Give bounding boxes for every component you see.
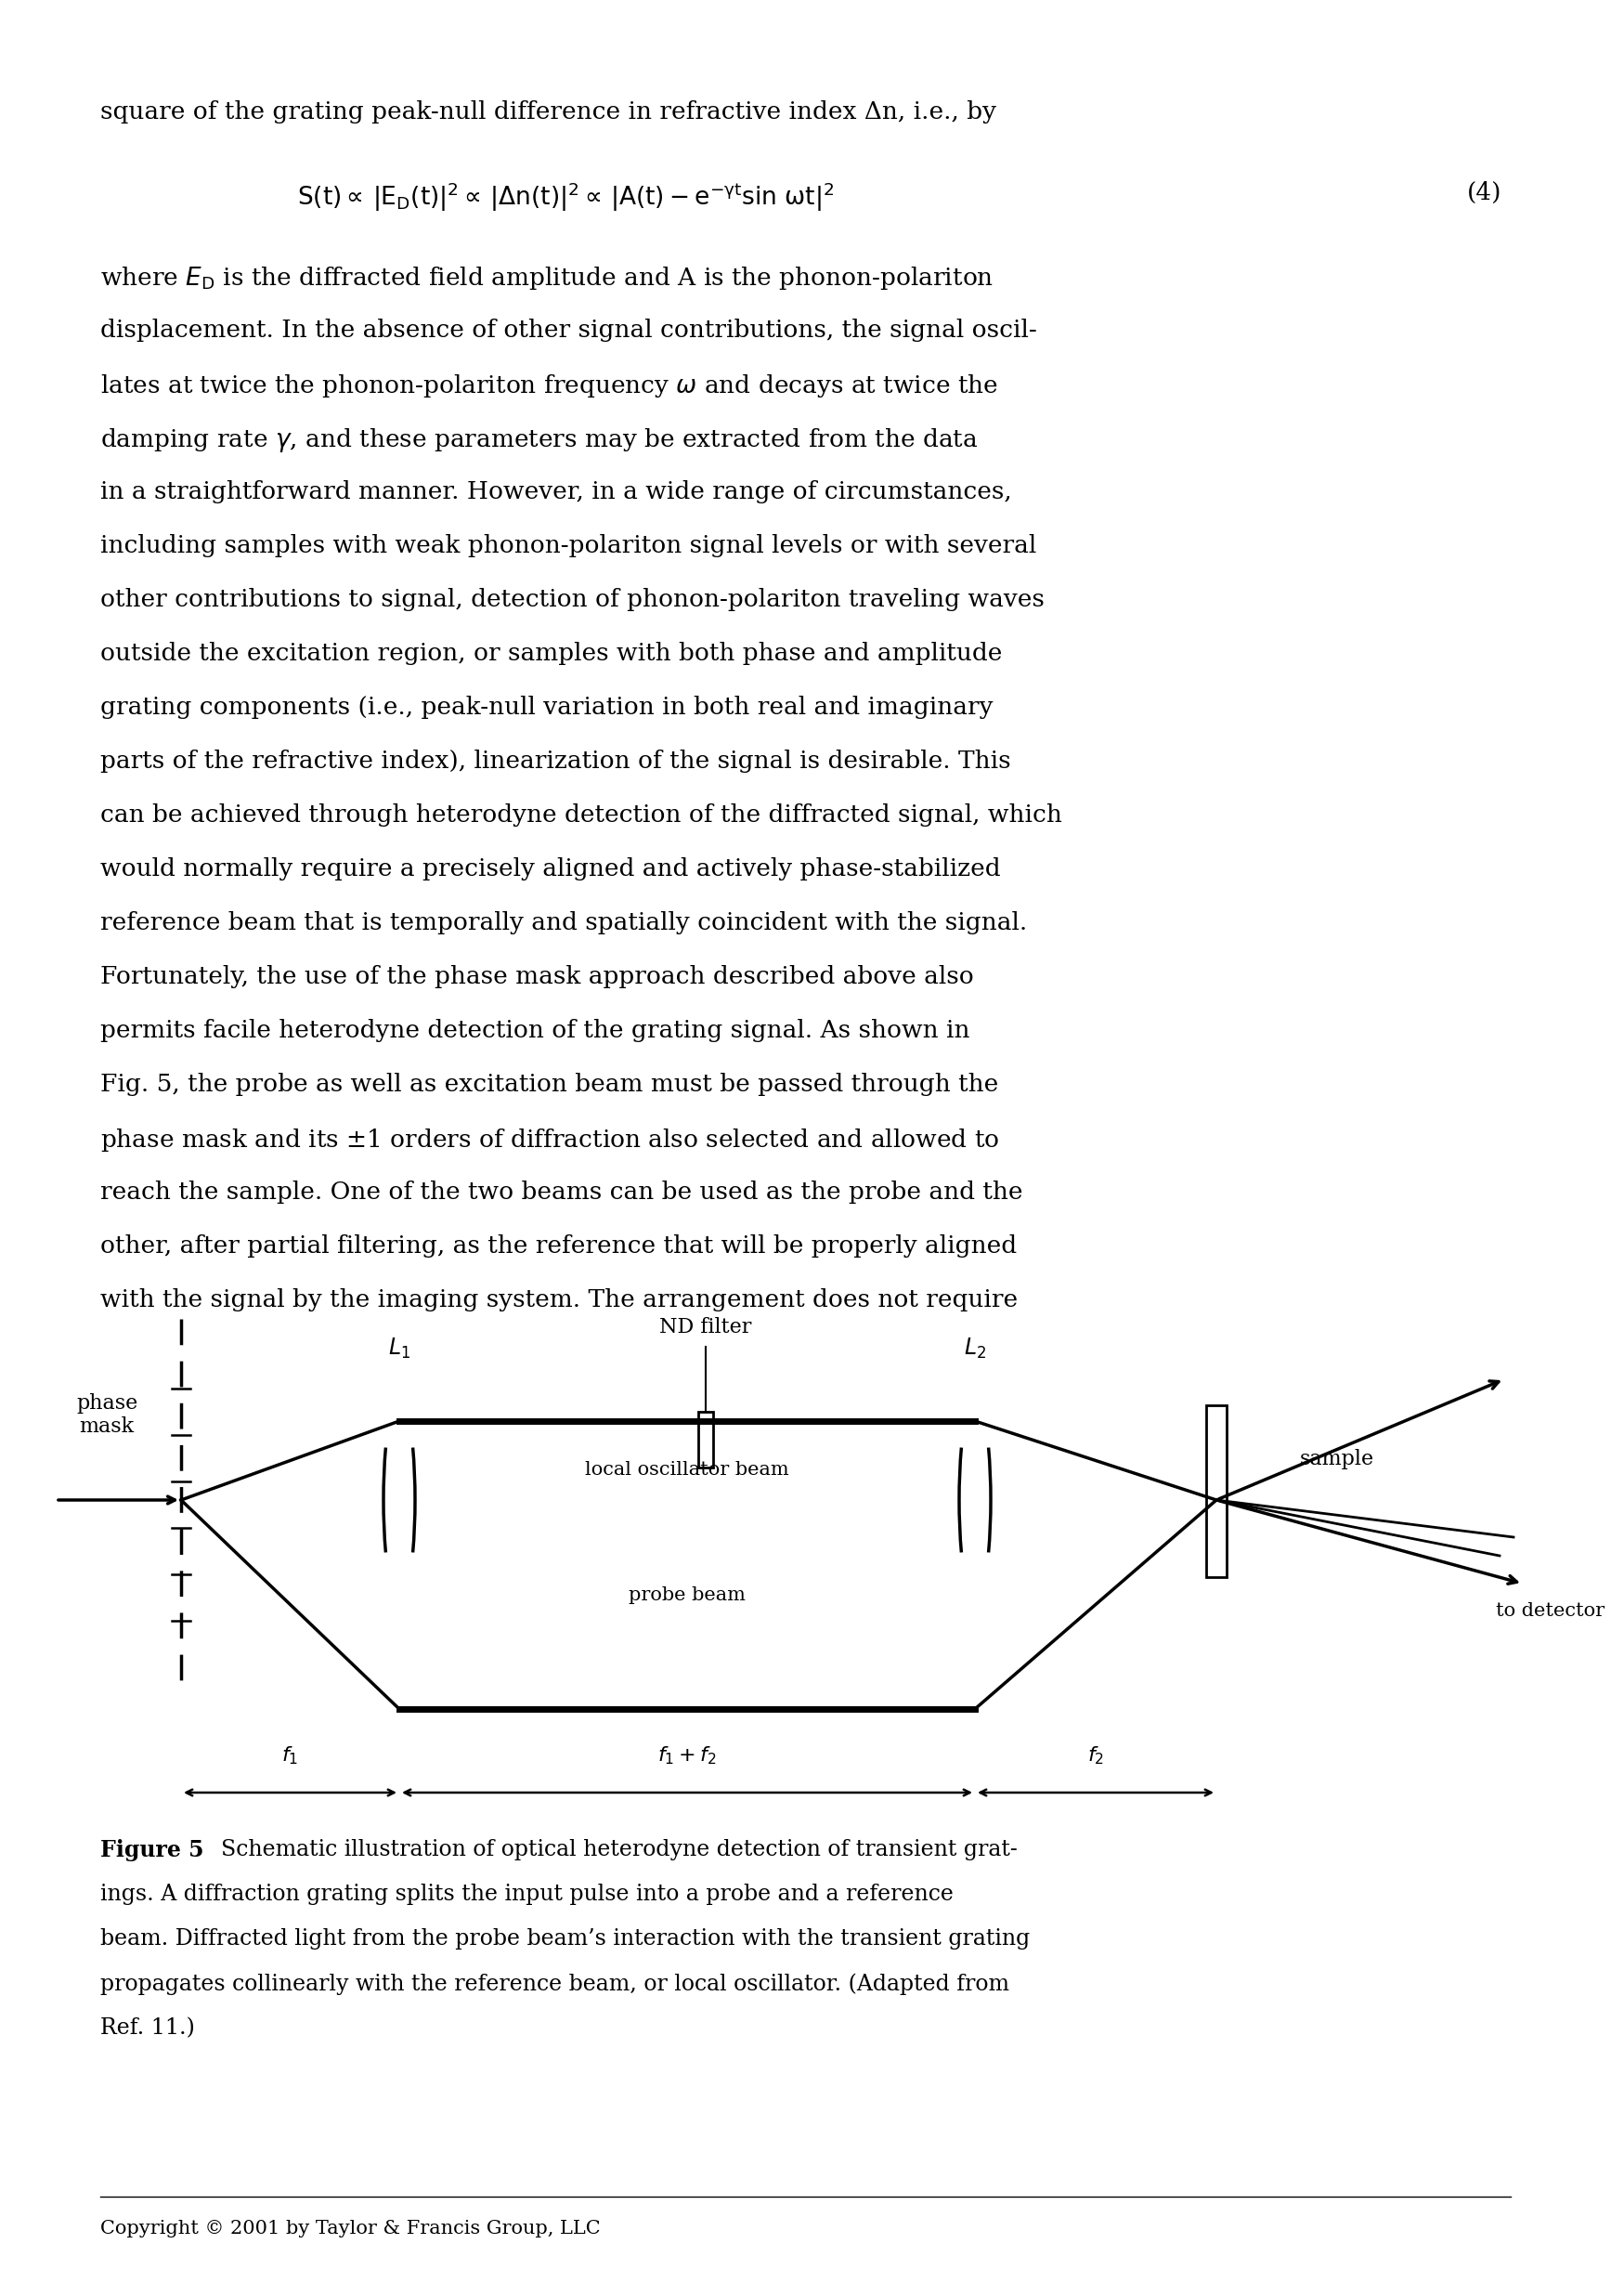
Text: propagates collinearly with the reference beam, or local oscillator. (Adapted fr: propagates collinearly with the referenc…	[100, 1972, 1010, 1995]
Text: with the signal by the imaging system. The arrangement does not require: with the signal by the imaging system. T…	[100, 1288, 1018, 1311]
Text: Schematic illustration of optical heterodyne detection of transient grat-: Schematic illustration of optical hetero…	[208, 1839, 1018, 1860]
Text: Fortunately, the use of the phase mask approach described above also: Fortunately, the use of the phase mask a…	[100, 964, 973, 987]
Text: other, after partial filtering, as the reference that will be properly aligned: other, after partial filtering, as the r…	[100, 1235, 1017, 1258]
Text: Fig. 5, the probe as well as excitation beam must be passed through the: Fig. 5, the probe as well as excitation …	[100, 1072, 999, 1095]
Bar	[1207, 1405, 1226, 1577]
Text: phase
mask: phase mask	[76, 1394, 137, 1437]
Text: beam. Diffracted light from the probe beam’s interaction with the transient grat: beam. Diffracted light from the probe be…	[100, 1929, 1029, 1949]
Text: lates at twice the phonon-polariton frequency $\omega$ and decays at twice the: lates at twice the phonon-polariton freq…	[100, 372, 999, 400]
Text: reach the sample. One of the two beams can be used as the probe and the: reach the sample. One of the two beams c…	[100, 1180, 1023, 1203]
Text: $f_1$: $f_1$	[282, 1745, 298, 1766]
Text: other contributions to signal, detection of phonon-polariton traveling waves: other contributions to signal, detection…	[100, 588, 1044, 611]
Text: reference beam that is temporally and spatially coincident with the signal.: reference beam that is temporally and sp…	[100, 912, 1028, 934]
Text: local oscillator beam: local oscillator beam	[585, 1460, 789, 1479]
Text: sample: sample	[1300, 1449, 1374, 1469]
Text: where $E_{\mathrm{D}}$ is the diffracted field amplitude and A is the phonon-pol: where $E_{\mathrm{D}}$ is the diffracted…	[100, 264, 994, 292]
Text: ND filter: ND filter	[659, 1318, 752, 1339]
Text: $L_1$: $L_1$	[388, 1336, 411, 1362]
Text: $L_2$: $L_2$	[963, 1336, 986, 1362]
Text: (4): (4)	[1466, 181, 1501, 204]
Text: displacement. In the absence of other signal contributions, the signal oscil-: displacement. In the absence of other si…	[100, 319, 1037, 342]
Text: $f_2$: $f_2$	[1087, 1745, 1104, 1766]
Text: Figure 5: Figure 5	[100, 1839, 205, 1862]
Text: phase mask and its $\pm$1 orders of diffraction also selected and allowed to: phase mask and its $\pm$1 orders of diff…	[100, 1127, 999, 1153]
Text: Ref. 11.): Ref. 11.)	[100, 2018, 195, 2039]
Text: $\mathrm{S(t)\propto\,|E_{D}(t)|^{2}\propto\,|\Delta n(t)|^{2}\propto\,|A(t)-e^{: $\mathrm{S(t)\propto\,|E_{D}(t)|^{2}\pro…	[296, 181, 834, 214]
Text: would normally require a precisely aligned and actively phase-stabilized: would normally require a precisely align…	[100, 856, 1000, 879]
Text: can be achieved through heterodyne detection of the diffracted signal, which: can be achieved through heterodyne detec…	[100, 804, 1062, 827]
Text: ings. A diffraction grating splits the input pulse into a probe and a reference: ings. A diffraction grating splits the i…	[100, 1883, 954, 1906]
Text: damping rate $\gamma$, and these parameters may be extracted from the data: damping rate $\gamma$, and these paramet…	[100, 427, 978, 455]
Text: square of the grating peak-null difference in refractive index Δn, i.e., by: square of the grating peak-null differen…	[100, 101, 996, 124]
Text: $f_1+f_2$: $f_1+f_2$	[657, 1745, 717, 1766]
Text: outside the excitation region, or samples with both phase and amplitude: outside the excitation region, or sample…	[100, 643, 1002, 666]
Text: to detector: to detector	[1497, 1603, 1605, 1621]
Bar	[698, 1412, 714, 1467]
Text: probe beam: probe beam	[628, 1587, 746, 1605]
Text: Copyright © 2001 by Taylor & Francis Group, LLC: Copyright © 2001 by Taylor & Francis Gro…	[100, 2220, 601, 2239]
Text: including samples with weak phonon-polariton signal levels or with several: including samples with weak phonon-polar…	[100, 535, 1036, 558]
Text: grating components (i.e., peak-null variation in both real and imaginary: grating components (i.e., peak-null vari…	[100, 696, 992, 719]
Text: parts of the refractive index), linearization of the signal is desirable. This: parts of the refractive index), lineariz…	[100, 748, 1010, 774]
Text: in a straightforward manner. However, in a wide range of circumstances,: in a straightforward manner. However, in…	[100, 480, 1012, 503]
Text: permits facile heterodyne detection of the grating signal. As shown in: permits facile heterodyne detection of t…	[100, 1019, 970, 1042]
